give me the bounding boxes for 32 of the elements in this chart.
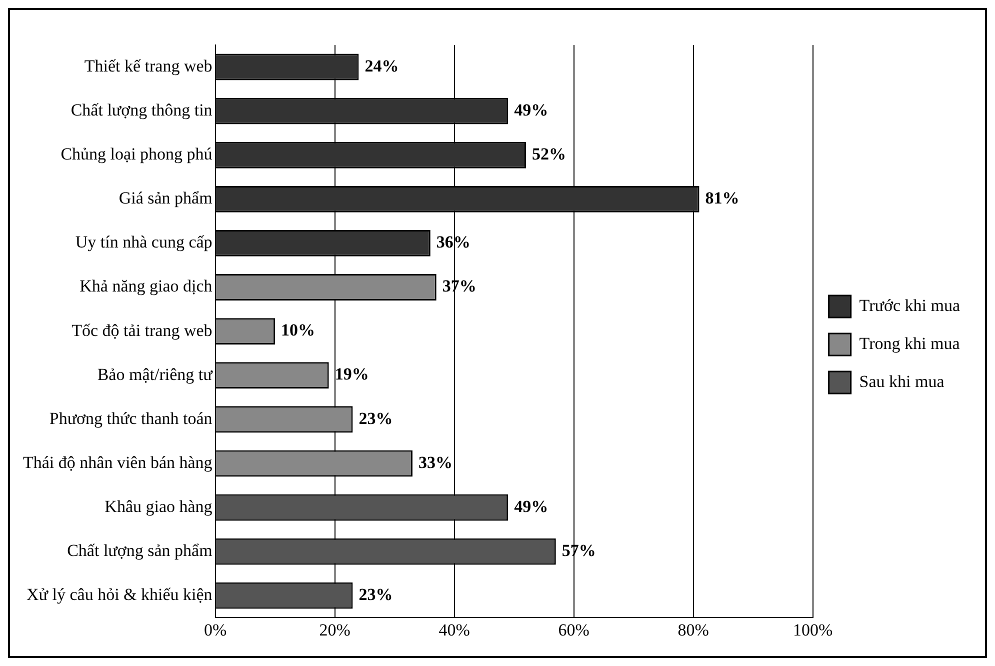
legend-label: Sau khi mua <box>859 372 945 391</box>
y-tick-label: Xử lý câu hỏi & khiếu kiện <box>26 585 213 604</box>
data-label: 52% <box>532 144 566 164</box>
x-tick-label: 40% <box>438 620 470 640</box>
x-tick-label: 80% <box>678 620 709 640</box>
y-tick-label: Phương thức thanh toán <box>49 408 213 428</box>
y-tick-label: Thái độ nhân viên bán hàng <box>22 452 213 472</box>
legend-label: Trước khi mua <box>859 296 960 315</box>
y-tick-label: Khâu giao hàng <box>104 496 213 516</box>
y-tick-label: Chất lượng thông tin <box>70 100 213 120</box>
data-label: 24% <box>364 56 399 76</box>
data-label: 49% <box>514 100 548 120</box>
y-tick-label: Chất lượng sản phẩm <box>67 541 212 560</box>
y-tick-label: Tốc độ tải trang web <box>72 320 212 340</box>
data-label: 33% <box>418 452 452 472</box>
y-tick-label: Chủng loại phong phú <box>60 144 213 164</box>
y-tick-label: Bảo mật/riêng tư <box>97 364 214 384</box>
x-tick-label: 0% <box>204 620 227 640</box>
data-label: 10% <box>281 320 316 340</box>
y-tick-label: Uy tín nhà cung cấp <box>75 232 212 252</box>
data-label: 19% <box>334 364 369 384</box>
legend-label: Trong khi mua <box>859 334 960 353</box>
y-tick-label: Thiết kế trang web <box>84 56 212 76</box>
data-label: 81% <box>705 188 740 208</box>
y-tick-label: Giá sản phẩm <box>118 188 212 208</box>
data-label: 23% <box>358 408 393 428</box>
x-tick-label: 60% <box>558 620 590 640</box>
x-tick-label: 20% <box>319 620 350 640</box>
data-label: 49% <box>514 496 548 516</box>
y-tick-label: Khả năng giao dịch <box>80 276 213 296</box>
data-label: 23% <box>358 584 393 604</box>
x-tick-label: 100% <box>792 620 833 640</box>
